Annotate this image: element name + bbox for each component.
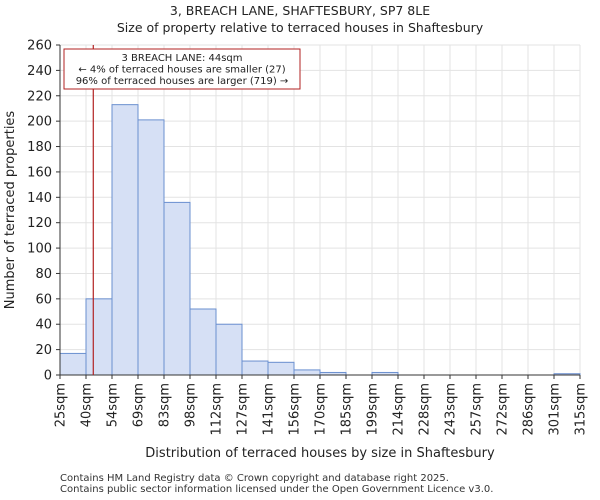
x-tick-label: 127sqm — [236, 383, 251, 436]
y-tick-label: 180 — [27, 140, 52, 155]
annotation-line: ← 4% of terraced houses are smaller (27) — [78, 65, 285, 76]
x-tick-label: 112sqm — [210, 383, 225, 436]
x-tick-label: 214sqm — [392, 383, 407, 436]
histogram-bar — [163, 201, 191, 376]
x-tick-label: 69sqm — [132, 383, 147, 427]
histogram-bar — [293, 369, 321, 376]
x-tick-label: 83sqm — [158, 383, 173, 427]
y-tick-label: 160 — [27, 165, 52, 180]
x-tick-label: 301sqm — [548, 383, 563, 436]
y-tick-label: 260 — [27, 39, 52, 54]
x-tick-label: 54sqm — [106, 383, 121, 427]
annotation-line: 3 BREACH LANE: 44sqm — [121, 53, 242, 64]
histogram-chart: 0 20 40 60 80 100 120 140 160 180 200 220 240 260 25s… — [3, 39, 589, 462]
y-tick-label: 140 — [27, 191, 52, 206]
x-tick-label: 257sqm — [470, 383, 485, 436]
annotation-line: 96% of terraced houses are larger (719) … — [76, 76, 289, 87]
histogram-bar — [215, 323, 243, 376]
x-tick-label: 272sqm — [496, 383, 511, 436]
y-tick-label: 200 — [27, 115, 52, 130]
footer-licence: Contains public sector information licen… — [60, 484, 494, 495]
histogram-bar — [137, 119, 165, 376]
y-tick-label: 220 — [27, 89, 52, 104]
chart-title: 3, BREACH LANE, SHAFTESBURY, SP7 8LE — [169, 3, 431, 18]
histogram-bar — [111, 104, 139, 376]
x-tick-label: 25sqm — [54, 383, 69, 427]
histogram-bar — [59, 352, 87, 376]
y-tick-label: 120 — [27, 216, 52, 231]
chart-subtitle: Size of property relative to terraced ho… — [116, 20, 484, 35]
x-tick-label: 170sqm — [314, 383, 329, 436]
y-axis-title: Number of terraced properties — [3, 111, 18, 310]
x-tick-label: 98sqm — [184, 383, 199, 427]
x-tick-label: 185sqm — [340, 383, 355, 436]
footer-copyright: Contains HM Land Registry data © Crown c… — [60, 473, 449, 484]
annotation-box — [63, 48, 301, 90]
x-tick-label: 141sqm — [262, 383, 277, 436]
y-tick-label: 20 — [35, 343, 52, 358]
histogram-bar — [85, 298, 113, 376]
x-tick-label: 40sqm — [80, 383, 95, 427]
y-tick-label: 40 — [35, 318, 52, 333]
y-tick-label: 240 — [27, 64, 52, 79]
x-tick-label: 315sqm — [574, 383, 589, 436]
x-tick-label: 228sqm — [418, 383, 433, 436]
y-tick-label: 100 — [27, 242, 52, 257]
histogram-bar — [189, 308, 217, 376]
y-tick-label: 80 — [35, 267, 52, 282]
x-tick-label: 156sqm — [288, 383, 303, 436]
y-tick-label: 0 — [44, 369, 52, 384]
histogram-bar — [241, 360, 269, 376]
x-tick-label: 286sqm — [522, 383, 537, 436]
x-axis-title: Distribution of terraced houses by size … — [145, 446, 495, 461]
histogram-bar — [267, 361, 295, 376]
y-tick-label: 60 — [35, 292, 52, 307]
x-tick-label: 199sqm — [366, 383, 381, 436]
x-tick-label: 243sqm — [444, 383, 459, 436]
